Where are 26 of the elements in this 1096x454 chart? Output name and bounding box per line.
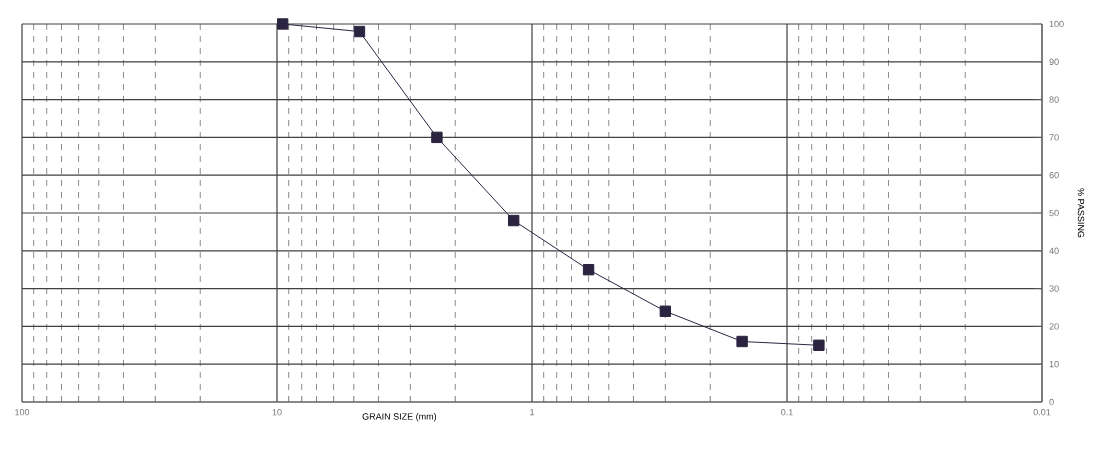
y-tick-label: 30: [1049, 285, 1059, 292]
point: [276, 18, 289, 30]
x-tick-label: 10: [272, 409, 282, 416]
y-tick-label: 100: [1049, 20, 1064, 28]
point: [431, 131, 443, 144]
y-axis-title: % PASSING: [1077, 188, 1085, 238]
point: [736, 335, 748, 348]
y-tick-label: 50: [1049, 209, 1059, 217]
x-tick-label: 0.01: [1033, 409, 1051, 416]
point: [582, 263, 595, 276]
y-tick-label: 80: [1049, 96, 1059, 103]
y-tick-label: 90: [1049, 58, 1059, 65]
point: [813, 339, 825, 351]
y-tick-label: 40: [1049, 247, 1059, 254]
x-tick-label: 1: [530, 409, 535, 416]
point: [507, 214, 520, 227]
y-tick-label: 70: [1049, 134, 1059, 141]
x-tick-label: 0.1: [781, 409, 793, 416]
x-tick-label: 100: [15, 409, 30, 416]
point: [659, 305, 672, 317]
y-tick-label: 20: [1049, 323, 1059, 330]
y-tick-label: 10: [1049, 361, 1059, 368]
point: [353, 25, 366, 38]
y-tick-label: 60: [1049, 172, 1059, 179]
x-axis-title: GRAIN SIZE (mm): [362, 413, 437, 422]
y-tick-label: 0: [1049, 398, 1054, 406]
